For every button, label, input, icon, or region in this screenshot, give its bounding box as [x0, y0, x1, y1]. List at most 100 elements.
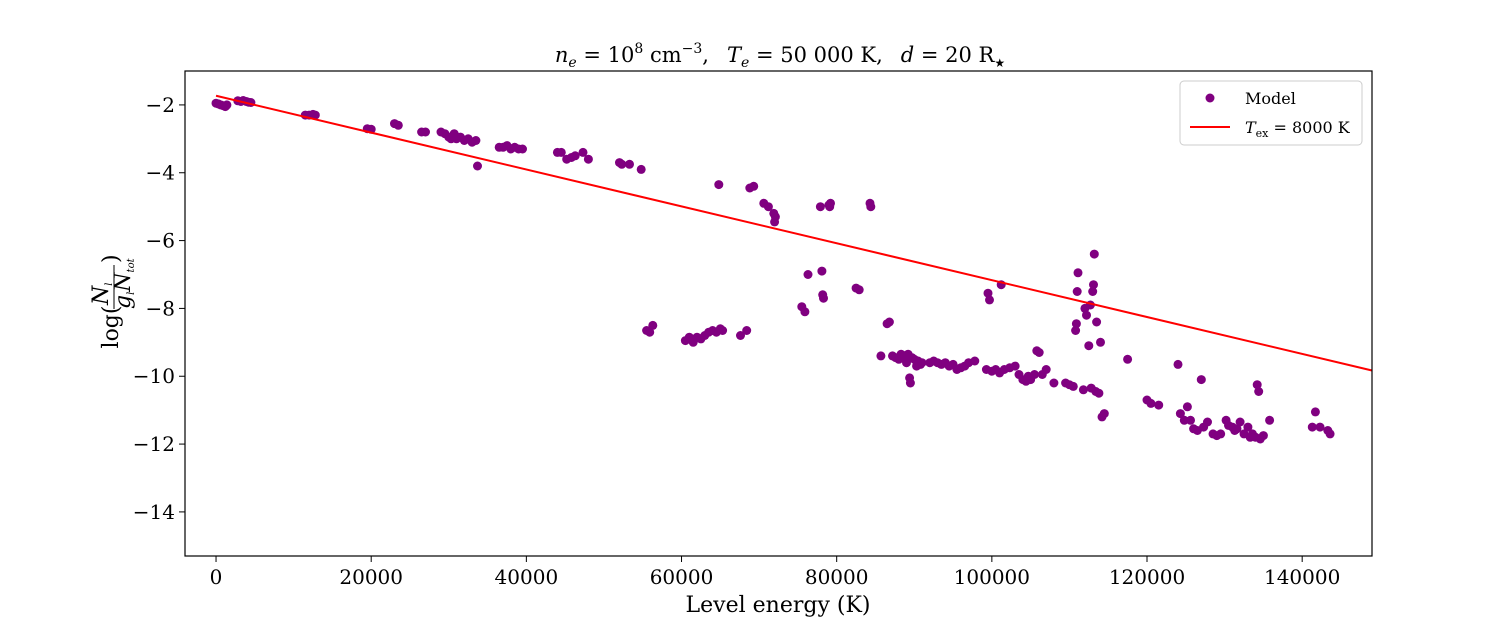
legend-model-marker	[1205, 93, 1215, 103]
data-point	[1173, 359, 1183, 369]
data-point	[421, 127, 430, 137]
data-point	[917, 358, 927, 368]
svg-text:): )	[99, 254, 124, 263]
ylabel-log: log(	[99, 306, 124, 349]
data-point	[826, 198, 835, 208]
data-point	[749, 181, 759, 191]
svg-text:ne = 108 cm−3,Te = 50 000 K,d: ne = 108 cm−3, Te = 50 000 K, d = 20 R★	[555, 41, 1005, 71]
data-point	[819, 293, 828, 303]
svg-text:Nl: Nl	[89, 283, 115, 306]
data-point	[800, 307, 810, 317]
data-point	[1243, 422, 1253, 432]
y-axis-ticks: −2 −4 −6 −8 −10 −12 −14	[133, 93, 185, 524]
ylabel-num-sub: l	[104, 283, 115, 286]
data-point	[1203, 417, 1212, 427]
legend-fit-label: Tex = 8000 K	[1245, 118, 1351, 140]
title-ne-eq: = 10	[577, 43, 635, 67]
data-point	[556, 147, 566, 157]
data-point	[876, 351, 886, 361]
data-point	[817, 266, 827, 276]
data-point	[617, 159, 627, 169]
data-point	[1071, 326, 1081, 335]
data-point	[645, 327, 655, 337]
data-point	[742, 326, 752, 335]
data-point	[1232, 424, 1242, 434]
data-point	[1068, 381, 1078, 391]
data-point	[518, 144, 527, 154]
x-tick-label: 80000	[805, 565, 869, 589]
x-axis-ticks: 0 20000 40000 60000 80000 100000 120000 140000	[210, 556, 1340, 589]
x-tick-label: 20000	[339, 565, 403, 589]
data-point	[854, 285, 864, 295]
data-point	[1041, 365, 1051, 374]
data-point	[393, 120, 403, 130]
data-point	[1092, 317, 1102, 327]
data-point	[1049, 378, 1059, 388]
y-tick-label: −6	[146, 229, 175, 253]
data-point	[1084, 341, 1094, 351]
title-ne-sub: e	[568, 55, 576, 71]
data-point	[1099, 409, 1109, 419]
data-point	[1186, 415, 1195, 425]
data-point	[1123, 354, 1133, 364]
ylabel-den-sub2: tot	[126, 257, 137, 272]
data-point	[763, 202, 773, 212]
data-point	[1175, 409, 1185, 419]
data-point	[222, 100, 232, 110]
data-point	[1073, 268, 1083, 278]
data-point	[1179, 415, 1189, 425]
data-point	[1089, 249, 1099, 259]
data-point	[1030, 370, 1039, 379]
data-point	[1315, 422, 1325, 432]
x-tick-label: 40000	[495, 565, 559, 589]
ylabel-den: g	[111, 295, 136, 309]
title-sep1: ,	[702, 43, 709, 67]
title-te: T	[727, 43, 743, 67]
data-point	[1071, 319, 1081, 329]
title-ne-unit: cm	[643, 43, 681, 67]
data-point	[1088, 287, 1098, 296]
data-point	[578, 147, 588, 157]
data-point	[583, 154, 593, 164]
data-point	[736, 331, 745, 340]
title-te-sub: e	[741, 55, 749, 71]
data-point	[1096, 337, 1105, 347]
data-point	[714, 180, 724, 190]
svg-text:glNtot: glNtot	[111, 257, 137, 309]
plot-frame	[184, 70, 1373, 557]
ylabel-close: )	[99, 254, 124, 263]
data-point	[1182, 402, 1192, 412]
title-te-eq: = 50 000 K	[749, 43, 876, 67]
data-point	[1252, 380, 1262, 390]
data-point	[1325, 429, 1335, 439]
legend-fit-label-rest: = 8000 K	[1268, 118, 1350, 137]
title-ne: n	[555, 43, 569, 67]
data-point	[866, 202, 876, 212]
data-point	[1146, 398, 1156, 408]
legend-box	[1179, 80, 1363, 146]
data-point	[1089, 280, 1098, 290]
data-point	[718, 326, 728, 335]
data-point	[770, 212, 780, 222]
fit-line	[215, 94, 1373, 372]
x-tick-label: 100000	[954, 565, 1030, 589]
y-tick-label: −10	[133, 364, 175, 388]
ylabel-den-n: N	[111, 272, 136, 293]
x-tick-label: 140000	[1264, 565, 1340, 589]
x-tick-label: 0	[210, 565, 223, 589]
data-point	[1310, 407, 1320, 417]
data-point	[570, 151, 580, 161]
data-point	[985, 295, 994, 305]
y-tick-label: −12	[133, 432, 175, 456]
x-tick-label: 120000	[1109, 565, 1185, 589]
data-point	[625, 159, 634, 169]
legend-fit-label-sub: ex	[1256, 127, 1270, 140]
data-point	[1034, 348, 1044, 357]
data-point	[310, 110, 320, 120]
data-point	[1094, 388, 1104, 398]
data-point	[473, 161, 482, 171]
y-tick-label: −8	[146, 296, 175, 320]
y-axis-label: log( Nl glNtot )	[89, 254, 137, 348]
data-point	[1196, 375, 1206, 385]
